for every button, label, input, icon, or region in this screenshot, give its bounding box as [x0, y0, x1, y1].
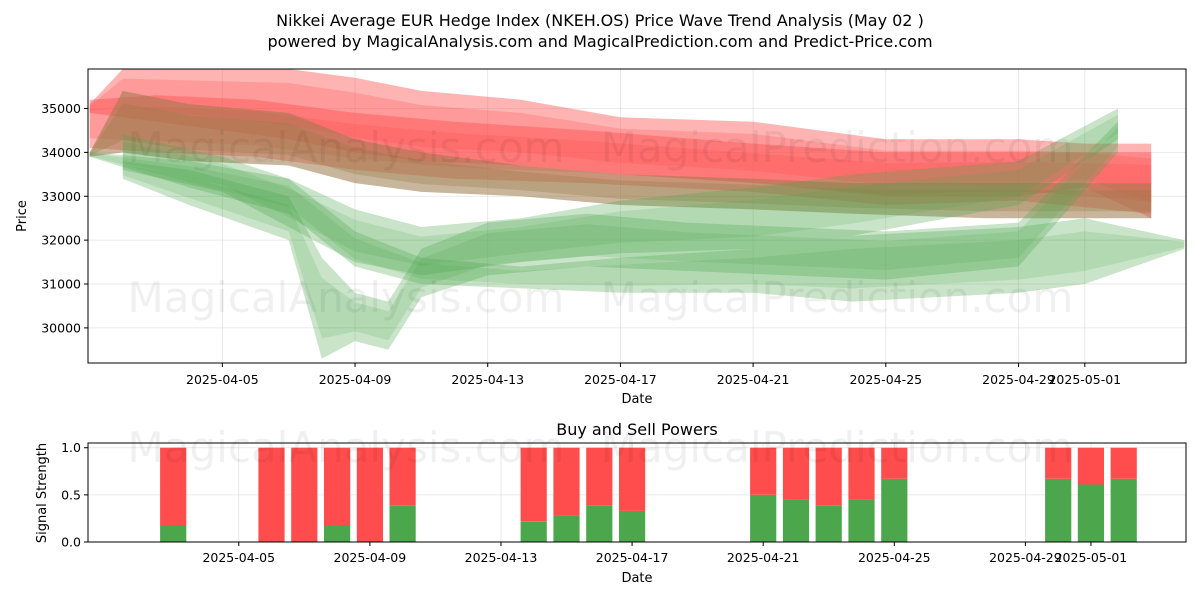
price-y-tick-label: 32000	[41, 233, 81, 248]
power-x-tick-label: 2025-05-01	[1055, 550, 1128, 565]
buy-power-bar	[553, 515, 580, 542]
power-x-tick-label: 2025-04-09	[334, 550, 407, 565]
price-wave-band-1	[89, 69, 1152, 219]
power-chart-title: Buy and Sell Powers	[556, 420, 718, 439]
price-wave-bands	[89, 69, 1185, 359]
price-y-tick-label: 31000	[41, 277, 81, 292]
power-plot-frame	[87, 442, 1187, 543]
power-x-tick-label: 2025-04-05	[202, 550, 275, 565]
sell-power-bar	[258, 447, 285, 542]
power-y-tick-label: 1.0	[61, 440, 81, 455]
power-y-label: Signal Strength	[35, 443, 50, 543]
price-wave-band-4	[89, 152, 1185, 302]
sell-power-bar	[160, 447, 187, 526]
price-plot-frame	[87, 68, 1187, 364]
sell-power-bar	[848, 447, 875, 500]
buy-power-bar	[782, 499, 810, 542]
sell-power-bar	[1110, 447, 1137, 479]
power-x-tick-label: 2025-04-17	[596, 550, 669, 565]
buy-power-bar	[815, 505, 842, 542]
price-y-tick-label: 30000	[41, 320, 81, 335]
sell-power-bar	[1045, 447, 1072, 479]
sell-power-bar	[389, 447, 416, 506]
price-wave-band-6	[122, 108, 1119, 276]
price-x-ticks: 2025-04-05 2025-04-09 2025-04-13 2025-04-17…	[186, 363, 1121, 387]
price-y-ticks: 30000 31000 32000 33000 34000 35000	[41, 101, 88, 335]
price-y-tick-label: 34000	[41, 145, 81, 160]
price-x-tick-label: 2025-04-09	[319, 372, 392, 387]
buy-power-bar	[389, 505, 416, 542]
price-x-tick-label: 2025-04-13	[451, 372, 524, 387]
price-wave-core-1	[89, 78, 1152, 204]
watermark-top-left: MagicalAnalysis.com	[128, 123, 565, 172]
price-wave-core-6	[122, 114, 1119, 266]
buy-power-bar	[586, 505, 613, 542]
watermark-bottom-right: MagicalPrediction.com	[601, 423, 1074, 472]
price-x-tick-label: 2025-04-29	[982, 372, 1055, 387]
price-x-tick-label: 2025-04-21	[717, 372, 790, 387]
buy-power-bar	[881, 478, 908, 542]
power-x-tick-label: 2025-04-13	[465, 550, 538, 565]
sell-power-bar	[356, 447, 383, 542]
buy-power-bar	[1110, 478, 1137, 542]
price-x-tick-label: 2025-04-17	[584, 372, 657, 387]
sell-power-bar	[291, 447, 318, 542]
sell-power-bar	[815, 447, 842, 506]
price-x-tick-label: 2025-05-01	[1048, 372, 1121, 387]
buy-power-bar	[160, 526, 187, 542]
power-x-tick-label: 2025-04-21	[727, 550, 800, 565]
sell-power-bar	[619, 447, 646, 511]
price-x-label: Date	[621, 392, 652, 407]
watermark-mid-right: MagicalPrediction.com	[601, 273, 1074, 322]
power-y-ticks: 0.0 0.5 1.0	[61, 440, 88, 550]
price-x-tick-label: 2025-04-05	[186, 372, 259, 387]
price-y-tick-label: 33000	[41, 189, 81, 204]
chart-title-line1: Nikkei Average EUR Hedge Index (NKEH.OS)…	[276, 11, 924, 30]
sell-power-bar	[1077, 447, 1104, 485]
power-x-tick-label: 2025-04-29	[989, 550, 1062, 565]
sell-power-bar	[750, 447, 777, 495]
watermark-top-right: MagicalPrediction.com	[601, 123, 1074, 172]
price-wave-core-2	[89, 106, 1152, 202]
power-y-tick-label: 0.0	[61, 535, 81, 550]
watermark-mid-left: MagicalAnalysis.com	[128, 273, 565, 322]
sell-power-bar	[324, 447, 351, 526]
price-wave-core-3	[89, 103, 1152, 212]
price-y-label: Price	[15, 200, 30, 232]
sell-power-bar	[520, 447, 547, 522]
buy-power-bar	[848, 499, 875, 542]
power-x-tick-label: 2025-04-25	[858, 550, 931, 565]
sell-power-bar	[881, 447, 908, 479]
buy-power-bar	[324, 526, 351, 542]
sell-power-bar	[553, 447, 580, 516]
buy-power-bar	[520, 521, 547, 542]
power-x-ticks: 2025-04-05 2025-04-09 2025-04-13 2025-04-17…	[202, 542, 1127, 565]
sell-power-bar	[782, 447, 810, 500]
price-wave-core-4	[89, 153, 1185, 289]
buy-power-bar	[619, 510, 646, 542]
buy-power-bar	[750, 494, 777, 542]
buy-power-bar	[1077, 484, 1104, 542]
watermark-bottom-left: MagicalAnalysis.com	[128, 423, 565, 472]
price-wave-core-5	[122, 127, 1119, 341]
price-wave-band-5	[122, 121, 1119, 359]
power-y-tick-label: 0.5	[61, 487, 81, 502]
power-x-label: Date	[621, 571, 652, 586]
chart-title-line2: powered by MagicalAnalysis.com and Magic…	[267, 32, 932, 51]
sell-power-bar	[586, 447, 613, 506]
buy-power-bar	[1045, 478, 1072, 542]
power-bars	[160, 447, 1137, 542]
price-x-tick-label: 2025-04-25	[849, 372, 922, 387]
price-y-tick-label: 35000	[41, 101, 81, 116]
price-wave-band-3	[89, 90, 1152, 219]
